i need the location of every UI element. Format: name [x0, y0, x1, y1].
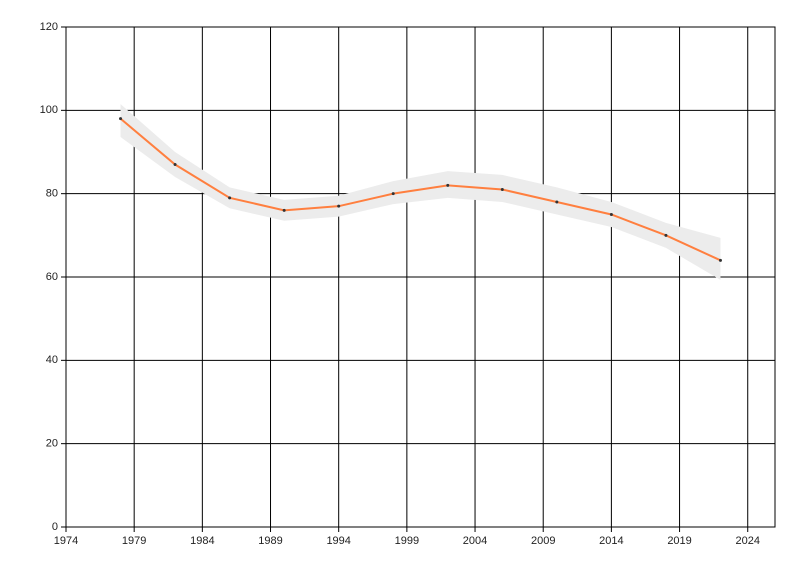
- point: [446, 183, 450, 187]
- x-tick-label: 1984: [190, 535, 214, 547]
- x-tick-label: 1994: [326, 535, 350, 547]
- point: [337, 204, 341, 208]
- series-line: [119, 117, 721, 262]
- y-tick-label: 60: [46, 271, 58, 283]
- x-tick-label: 2019: [667, 535, 691, 547]
- x-tick-label: 2004: [463, 535, 487, 547]
- x-tick-label: 1999: [395, 535, 419, 547]
- y-tick-label: 80: [46, 188, 58, 200]
- x-tick-label: 1989: [258, 535, 282, 547]
- point: [173, 163, 177, 166]
- y-tick-label: 20: [46, 438, 58, 450]
- y-tick-label: 40: [46, 354, 58, 366]
- point: [391, 192, 395, 196]
- point: [228, 196, 232, 200]
- point: [609, 213, 613, 216]
- x-tick-label: 2014: [599, 535, 623, 547]
- point: [555, 200, 559, 204]
- x-tick-label: 1979: [122, 535, 146, 547]
- x-tick-label: 2009: [531, 535, 555, 547]
- point: [664, 233, 668, 237]
- y-tick-label: 0: [52, 521, 58, 533]
- point: [119, 117, 123, 121]
- confidence-band: [120, 104, 721, 280]
- point: [500, 188, 504, 191]
- y-tick-label: 120: [40, 21, 58, 33]
- x-tick-label: 2024: [735, 535, 759, 547]
- x-tick-label: 1974: [54, 535, 78, 547]
- y-tick-label: 100: [40, 104, 58, 116]
- point: [718, 258, 722, 262]
- point: [282, 208, 286, 212]
